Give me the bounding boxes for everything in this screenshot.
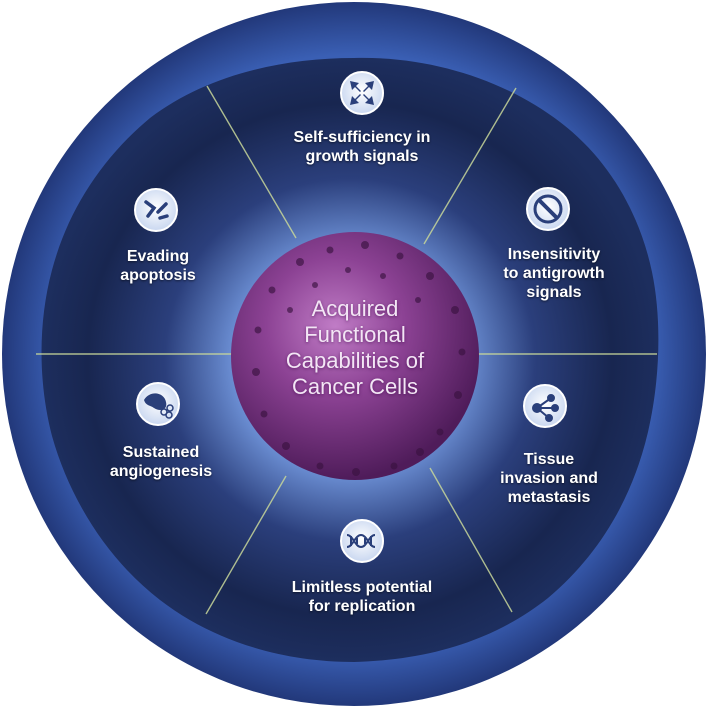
center-title-line: Capabilities of <box>285 348 425 373</box>
center-title-line: Functional <box>304 322 406 347</box>
label-replication: Limitless potential for replication <box>291 579 433 615</box>
label-growth-signals: Self-sufficiency in growth signals <box>293 129 431 165</box>
label-antigrowth-signals: Insensitivity to antigrowth signals <box>503 246 605 301</box>
label-apoptosis: Evading apoptosis <box>120 248 196 284</box>
divider-line <box>206 85 297 239</box>
divider-line <box>423 87 517 245</box>
sphere-pores <box>252 241 466 476</box>
divider-line <box>429 467 513 613</box>
center-title-line: Acquired <box>311 296 399 321</box>
dna-helix-icon <box>340 519 384 563</box>
center-title: Acquired Functional Capabilities of Canc… <box>235 296 475 400</box>
converging-arrows-icon <box>340 71 384 115</box>
branching-network-icon <box>523 384 567 428</box>
broken-cell-icon <box>134 188 178 232</box>
cancer-cell-sphere <box>231 232 479 480</box>
blood-vessel-icon <box>136 382 180 426</box>
label-angiogenesis: Sustained angiogenesis <box>109 444 213 480</box>
divider-line <box>205 475 287 615</box>
no-entry-icon <box>526 187 570 231</box>
label-tissue-invasion: Tissue invasion and metastasis <box>500 451 598 506</box>
center-title-line: Cancer Cells <box>292 374 418 399</box>
segment-dividers <box>36 85 657 615</box>
